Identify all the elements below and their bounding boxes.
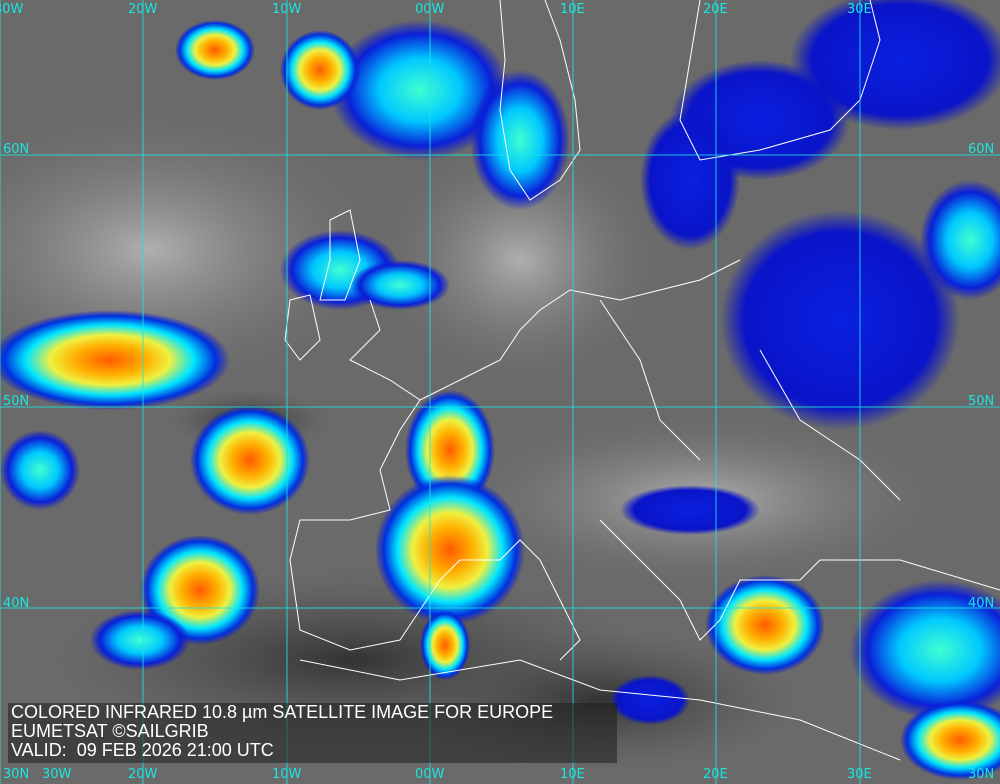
caption-valid-time: VALID: 09 FEB 2026 21:00 UTC — [11, 740, 274, 760]
lon-label-top-30e: 30E — [847, 2, 872, 17]
lon-label-bottom-10w: 10W — [272, 767, 302, 782]
lon-label-top-30w: 30W — [0, 2, 24, 17]
lat-label-right-40n: 40N — [968, 596, 995, 611]
lat-label-right-30n: 30N — [968, 767, 995, 782]
lon-label-bottom-00w: 00W — [415, 767, 445, 782]
lon-label-bottom-20w: 20W — [128, 767, 158, 782]
lat-label-left-60n: 60N — [3, 142, 30, 157]
lat-label-left-30n: 30N — [3, 767, 30, 782]
lon-label-top-10e: 10E — [560, 2, 585, 17]
lon-label-bottom-10e: 10E — [560, 767, 585, 782]
lat-label-left-40n: 40N — [3, 596, 30, 611]
lon-label-bottom-20e: 20E — [703, 767, 728, 782]
caption-title: COLORED INFRARED 10.8 µm SATELLITE IMAGE… — [11, 702, 554, 722]
lon-label-bottom-30e: 30E — [847, 767, 872, 782]
lon-label-top-00w: 00W — [415, 2, 445, 17]
lat-label-right-50n: 50N — [968, 394, 995, 409]
lon-label-top-20e: 20E — [703, 2, 728, 17]
image-caption: COLORED INFRARED 10.8 µm SATELLITE IMAGE… — [8, 703, 617, 763]
lat-label-right-60n: 60N — [968, 142, 995, 157]
lon-label-top-20w: 20W — [128, 2, 158, 17]
lon-label-bottom-30w: 30W — [42, 767, 72, 782]
lon-label-top-10w: 10W — [272, 2, 302, 17]
caption-credit: EUMETSAT ©SAILGRIB — [11, 721, 209, 741]
lat-label-left-50n: 50N — [3, 394, 30, 409]
